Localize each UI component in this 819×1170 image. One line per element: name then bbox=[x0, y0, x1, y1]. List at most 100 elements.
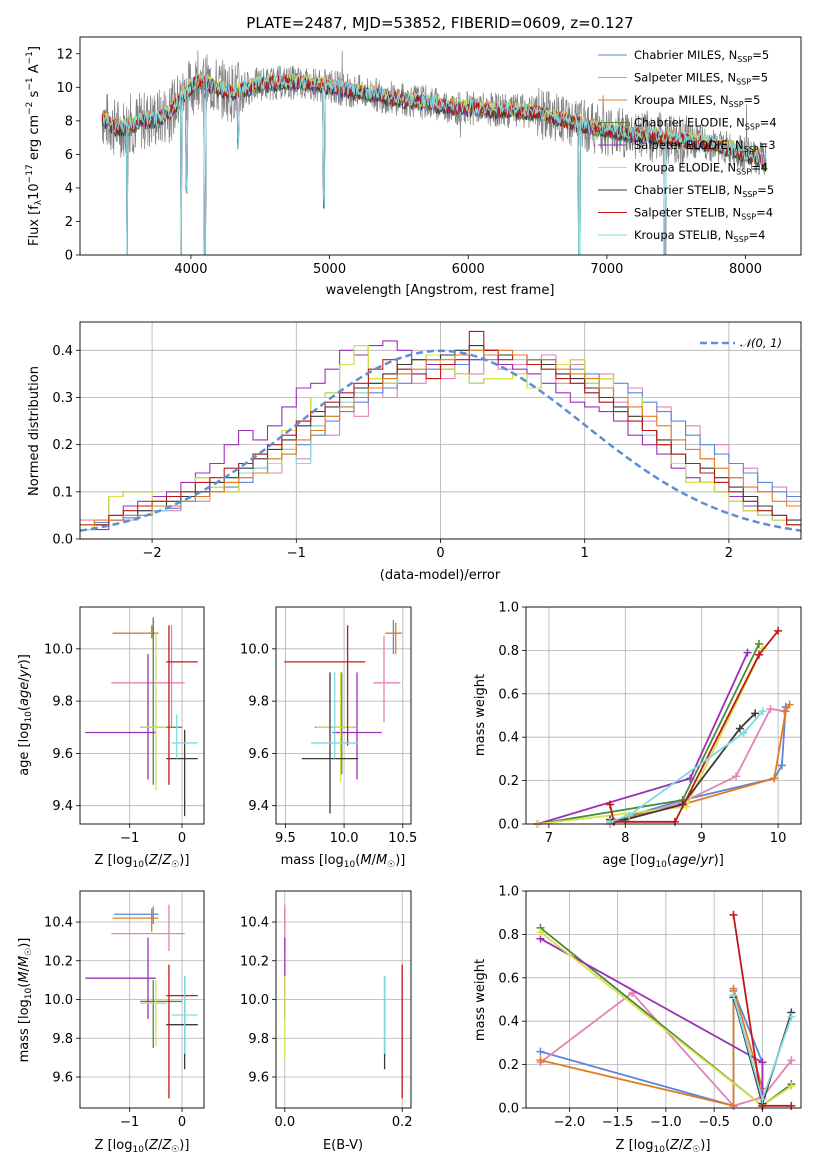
legend-label-kroupa_elodie: Kroupa ELODIE, NSSP=4 bbox=[634, 161, 768, 177]
massweight-line-kroupa_miles bbox=[540, 988, 764, 1107]
massweight-vs-metallicity-panel: −2.0 −1.5 −1.0 −0.5 0.0 0.0 0.2 0.4 0.6 0.8 1.0 Z … bbox=[473, 885, 802, 1155]
x-tick-label: 7000 bbox=[590, 262, 623, 277]
x-tick-label: 0.0 bbox=[274, 1115, 295, 1130]
x-tick-label: 4000 bbox=[174, 262, 207, 277]
mass-z-ylabel: mass [log10(M/M☉)] bbox=[17, 938, 34, 1063]
x-tick-label: −1 bbox=[120, 831, 139, 846]
y-tick-label: 0.1 bbox=[52, 485, 73, 500]
massweight-marker-kroupa_miles bbox=[770, 774, 779, 783]
y-tick-label: 9.8 bbox=[248, 695, 269, 710]
y-tick-label: 0.0 bbox=[498, 818, 519, 833]
massweight-marker-chabrier_miles bbox=[536, 1047, 545, 1056]
y-tick-label: 0.0 bbox=[52, 533, 73, 548]
y-tick-label: 10.2 bbox=[44, 954, 73, 969]
mass-vs-ebv-panel: 0.0 0.2 9.6 9.8 10.0 10.2 10.4 E(B-V) bbox=[240, 890, 413, 1153]
y-tick-label: 9.8 bbox=[52, 1032, 73, 1047]
residual-xlabel: (data-model)/error bbox=[380, 568, 501, 583]
massweight-marker-kroupa_miles bbox=[536, 1056, 545, 1065]
y-tick-label: 10.0 bbox=[44, 642, 73, 657]
massweight-marker-salpeter_miles bbox=[732, 772, 741, 781]
y-tick-label: 10.0 bbox=[240, 993, 269, 1008]
gaussian-legend-label: 𝒩(0, 1) bbox=[740, 336, 782, 350]
y-tick-label: 9.4 bbox=[52, 799, 73, 814]
mass-z-xlabel: Z [log10(Z/Z☉)] bbox=[95, 1138, 190, 1155]
x-tick-label: 0.0 bbox=[752, 1115, 773, 1130]
legend-label-chabrier_stelib: Chabrier STELIB, NSSP=5 bbox=[634, 183, 774, 199]
mw-age-ylabel: mass weight bbox=[473, 674, 488, 756]
massweight-marker-salpeter_stelib bbox=[787, 1101, 796, 1110]
y-tick-label: 0.2 bbox=[498, 1058, 519, 1073]
y-tick-label: 4 bbox=[65, 181, 73, 196]
y-tick-label: 0.4 bbox=[498, 1015, 519, 1030]
spectrum-title: PLATE=2487, MJD=53852, FIBERID=0609, z=0… bbox=[246, 14, 633, 32]
y-tick-label: 6 bbox=[65, 148, 73, 163]
x-tick-label: −1 bbox=[120, 1115, 139, 1130]
y-tick-label: 9.6 bbox=[52, 747, 73, 762]
massweight-line-chabrier_miles bbox=[609, 706, 787, 823]
y-tick-label: 0.2 bbox=[52, 438, 73, 453]
massweight-marker-kroupa_stelib bbox=[758, 707, 767, 716]
massweight-marker-kroupa_miles bbox=[781, 707, 790, 716]
model-chabrier_elodie-line bbox=[101, 75, 767, 170]
histogram-kroupa_miles bbox=[80, 349, 801, 526]
age-vs-metallicity-panel: −1 0 9.4 9.6 9.8 10.0 Z [log10(Z/Z☉)] age [lo… bbox=[17, 606, 205, 870]
spectrum-xlabel: wavelength [Angstrom, rest frame] bbox=[326, 283, 555, 298]
x-tick-label: 10.5 bbox=[388, 831, 417, 846]
massweight-marker-salpeter_elodie bbox=[758, 1058, 767, 1067]
y-tick-label: 10.0 bbox=[240, 642, 269, 657]
massweight-marker-chabrier_stelib bbox=[751, 709, 760, 718]
mass-ebv-xlabel: E(B-V) bbox=[323, 1138, 363, 1153]
massweight-vs-age-panel: 7 8 9 10 0.0 0.2 0.4 0.6 0.8 1.0 age [log10(age/y… bbox=[473, 601, 802, 870]
massweight-marker-chabrier_stelib bbox=[735, 724, 744, 733]
x-tick-label: 8 bbox=[621, 831, 629, 846]
massweight-marker-salpeter_stelib bbox=[670, 817, 679, 826]
y-tick-label: 10.0 bbox=[44, 993, 73, 1008]
y-tick-label: 9.6 bbox=[52, 1071, 73, 1086]
massweight-marker-salpeter_stelib bbox=[606, 800, 615, 809]
x-tick-label: 0.2 bbox=[392, 1115, 413, 1130]
residual-panel: −2 −1 0 1 2 0.0 0.1 0.2 0.3 0.4 𝒩(0, 1) (data-mod… bbox=[27, 321, 802, 583]
age-z-xlabel: Z [log10(Z/Z☉)] bbox=[95, 853, 190, 870]
x-tick-label: 10 bbox=[770, 831, 787, 846]
massweight-marker-salpeter_miles bbox=[787, 1056, 796, 1065]
x-tick-label: 10.0 bbox=[330, 831, 359, 846]
residual-frame bbox=[79, 321, 802, 540]
model-kroupa_stelib-line bbox=[102, 72, 767, 255]
massweight-marker-kroupa_stelib bbox=[739, 728, 748, 737]
residual-ylabel: Normed distribution bbox=[27, 366, 42, 496]
spectrum-panel: PLATE=2487, MJD=53852, FIBERID=0609, z=0… bbox=[25, 14, 802, 298]
y-tick-label: 9.8 bbox=[52, 695, 73, 710]
y-tick-label: 0.2 bbox=[498, 774, 519, 789]
spectrum-legend: Chabrier MILES, NSSP=5 Salpeter MILES, NS… bbox=[598, 48, 777, 244]
massweight-marker-chabrier_elodie bbox=[754, 639, 763, 648]
histogram-salpeter_stelib bbox=[80, 330, 801, 526]
legend-label-chabrier_miles: Chabrier MILES, NSSP=5 bbox=[634, 48, 769, 64]
legend-label-kroupa_miles: Kroupa MILES, NSSP=5 bbox=[634, 93, 760, 109]
massweight-marker-chabrier_miles bbox=[777, 761, 786, 770]
massweight-marker-kroupa_stelib bbox=[758, 1095, 767, 1104]
massweight-line-kroupa_elodie bbox=[537, 647, 764, 825]
y-tick-label: 0 bbox=[65, 249, 73, 264]
y-tick-label: 9.8 bbox=[248, 1032, 269, 1047]
mass-vs-metallicity-panel: −1 0 9.6 9.8 10.0 10.2 10.4 Z [log10(Z/Z☉)] ma… bbox=[17, 890, 205, 1155]
legend-label-salpeter_stelib: Salpeter STELIB, NSSP=4 bbox=[634, 206, 773, 222]
x-tick-label: 1 bbox=[581, 546, 589, 561]
massweight-marker-kroupa_stelib bbox=[787, 1012, 796, 1021]
y-tick-label: 0.6 bbox=[498, 687, 519, 702]
massweight-marker-salpeter_elodie bbox=[686, 774, 695, 783]
x-tick-label: −0.5 bbox=[698, 1115, 730, 1130]
age-mass-xlabel: mass [log10(M/M☉)] bbox=[281, 853, 406, 870]
data-spectrum-line bbox=[101, 50, 767, 176]
y-tick-label: 2 bbox=[65, 215, 73, 230]
legend-label-kroupa_stelib: Kroupa STELIB, NSSP=4 bbox=[634, 228, 765, 244]
histogram-kroupa_elodie bbox=[80, 345, 801, 531]
x-tick-label: 0 bbox=[178, 1115, 186, 1130]
y-tick-label: 12 bbox=[56, 47, 73, 62]
y-tick-label: 10.2 bbox=[240, 954, 269, 969]
y-tick-label: 0.8 bbox=[498, 644, 519, 659]
spectrum-frame bbox=[79, 36, 802, 256]
x-tick-label: 8000 bbox=[729, 262, 762, 277]
y-tick-label: 9.6 bbox=[248, 747, 269, 762]
x-tick-label: 0 bbox=[436, 546, 444, 561]
